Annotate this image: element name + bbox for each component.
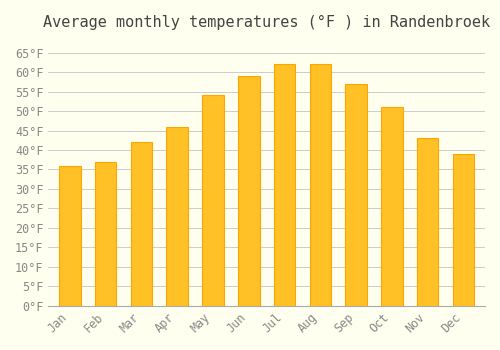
Title: Average monthly temperatures (°F ) in Randenbroek: Average monthly temperatures (°F ) in Ra… — [43, 15, 490, 30]
Bar — [453, 154, 474, 306]
Bar — [417, 138, 438, 306]
Bar — [166, 127, 188, 306]
Bar — [310, 64, 331, 306]
Bar — [130, 142, 152, 306]
Bar — [59, 166, 80, 306]
Bar — [381, 107, 402, 306]
Bar — [95, 162, 116, 306]
Bar — [274, 64, 295, 306]
Bar — [238, 76, 260, 306]
Bar — [346, 84, 367, 306]
Bar — [202, 96, 224, 306]
